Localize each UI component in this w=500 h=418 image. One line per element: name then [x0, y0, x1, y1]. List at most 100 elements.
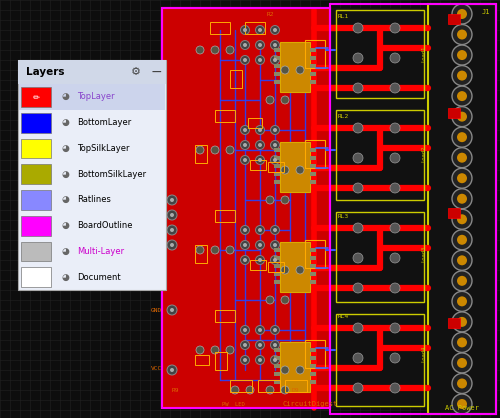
Bar — [285, 380, 307, 392]
Circle shape — [457, 337, 467, 347]
Circle shape — [256, 341, 264, 349]
Circle shape — [390, 353, 400, 363]
Text: Ratlines: Ratlines — [77, 195, 111, 204]
Circle shape — [457, 30, 467, 40]
Circle shape — [270, 341, 280, 349]
Circle shape — [457, 173, 467, 183]
Bar — [336, 10, 424, 98]
Circle shape — [240, 56, 250, 64]
Bar — [305, 40, 325, 68]
Circle shape — [270, 326, 280, 334]
Bar — [310, 164, 316, 168]
Circle shape — [240, 240, 250, 250]
Bar — [330, 8, 450, 408]
Circle shape — [457, 91, 467, 101]
Bar — [448, 108, 460, 118]
Circle shape — [266, 386, 274, 394]
Circle shape — [240, 355, 250, 364]
Circle shape — [258, 258, 262, 262]
Text: ✏: ✏ — [32, 92, 40, 102]
Circle shape — [240, 41, 250, 49]
Text: −: − — [150, 65, 162, 79]
Circle shape — [270, 56, 280, 64]
Bar — [310, 264, 316, 268]
Bar — [280, 242, 310, 292]
Circle shape — [240, 225, 250, 234]
Bar — [310, 364, 316, 368]
Circle shape — [270, 125, 280, 135]
Bar — [21, 164, 51, 184]
Bar — [274, 64, 280, 68]
Circle shape — [211, 146, 219, 154]
Bar — [310, 180, 316, 184]
Circle shape — [167, 210, 177, 220]
Circle shape — [243, 28, 247, 32]
Circle shape — [256, 355, 264, 364]
Circle shape — [240, 140, 250, 150]
Circle shape — [167, 195, 177, 205]
Circle shape — [258, 243, 262, 247]
Bar — [336, 314, 424, 406]
Bar — [274, 380, 280, 384]
Circle shape — [258, 358, 262, 362]
Circle shape — [452, 189, 472, 209]
Text: ◕: ◕ — [61, 195, 69, 204]
Bar — [195, 245, 207, 263]
Bar — [19, 84, 165, 110]
Bar — [274, 256, 280, 260]
Text: RL4: RL4 — [338, 314, 349, 319]
Circle shape — [390, 53, 400, 63]
Text: ◕: ◕ — [61, 118, 69, 127]
Circle shape — [353, 353, 363, 363]
Circle shape — [243, 258, 247, 262]
Bar — [310, 248, 316, 252]
Circle shape — [256, 326, 264, 334]
Circle shape — [296, 66, 304, 74]
Circle shape — [457, 296, 467, 306]
Text: AC Power: AC Power — [445, 405, 479, 411]
Circle shape — [353, 283, 363, 293]
Bar — [274, 156, 280, 160]
Circle shape — [243, 158, 247, 162]
Circle shape — [452, 353, 472, 373]
Circle shape — [452, 66, 472, 86]
Circle shape — [353, 383, 363, 393]
Bar — [310, 56, 316, 60]
Circle shape — [258, 128, 262, 132]
Bar — [310, 256, 316, 260]
Bar — [448, 208, 460, 218]
Circle shape — [226, 346, 234, 354]
Bar — [162, 8, 330, 408]
Circle shape — [296, 166, 304, 174]
Circle shape — [196, 346, 204, 354]
Circle shape — [246, 386, 254, 394]
Text: BoardOutline: BoardOutline — [77, 221, 132, 230]
Circle shape — [390, 253, 400, 263]
Bar — [280, 342, 310, 392]
Circle shape — [196, 146, 204, 154]
Circle shape — [243, 328, 247, 332]
Circle shape — [270, 240, 280, 250]
Circle shape — [226, 246, 234, 254]
Circle shape — [243, 243, 247, 247]
Circle shape — [457, 255, 467, 265]
Bar — [274, 364, 280, 368]
Bar — [310, 280, 316, 284]
Text: J1: J1 — [482, 9, 490, 15]
Circle shape — [167, 305, 177, 315]
Text: Multi-Layer: Multi-Layer — [77, 247, 124, 256]
Circle shape — [270, 355, 280, 364]
Text: Document: Document — [77, 273, 120, 282]
Circle shape — [452, 107, 472, 127]
Text: BottomLayer: BottomLayer — [77, 118, 131, 127]
Circle shape — [457, 214, 467, 224]
Circle shape — [457, 235, 467, 245]
Circle shape — [296, 266, 304, 274]
Circle shape — [353, 83, 363, 93]
Circle shape — [273, 128, 277, 132]
Bar — [21, 138, 51, 158]
Circle shape — [457, 276, 467, 286]
Circle shape — [258, 158, 262, 162]
Circle shape — [170, 213, 174, 217]
Bar — [230, 70, 242, 88]
